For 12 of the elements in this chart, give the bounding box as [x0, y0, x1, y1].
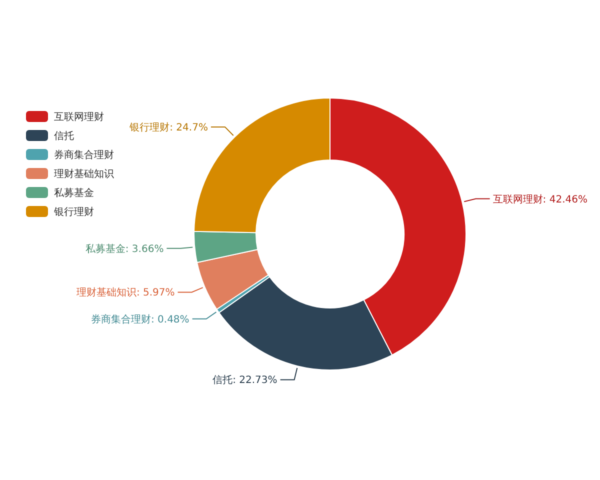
legend-label: 理财基础知识 [54, 168, 114, 180]
data-label: 互联网理财: 42.46% [492, 193, 588, 206]
data-label: 理财基础知识: 5.97% [76, 286, 175, 299]
data-label: 券商集合理财: 0.48% [90, 313, 190, 326]
data-label: 银行理财: 24.7% [128, 121, 208, 134]
legend-label: 私募基金 [54, 187, 94, 199]
legend-label: 券商集合理财 [54, 149, 114, 161]
legend-label: 信托 [54, 130, 74, 142]
data-label: 私募基金: 3.66% [85, 242, 164, 255]
legend-label: 银行理财 [53, 206, 94, 218]
legend-label: 互联网理财 [54, 111, 104, 123]
data-label: 信托: 22.73% [212, 374, 278, 386]
